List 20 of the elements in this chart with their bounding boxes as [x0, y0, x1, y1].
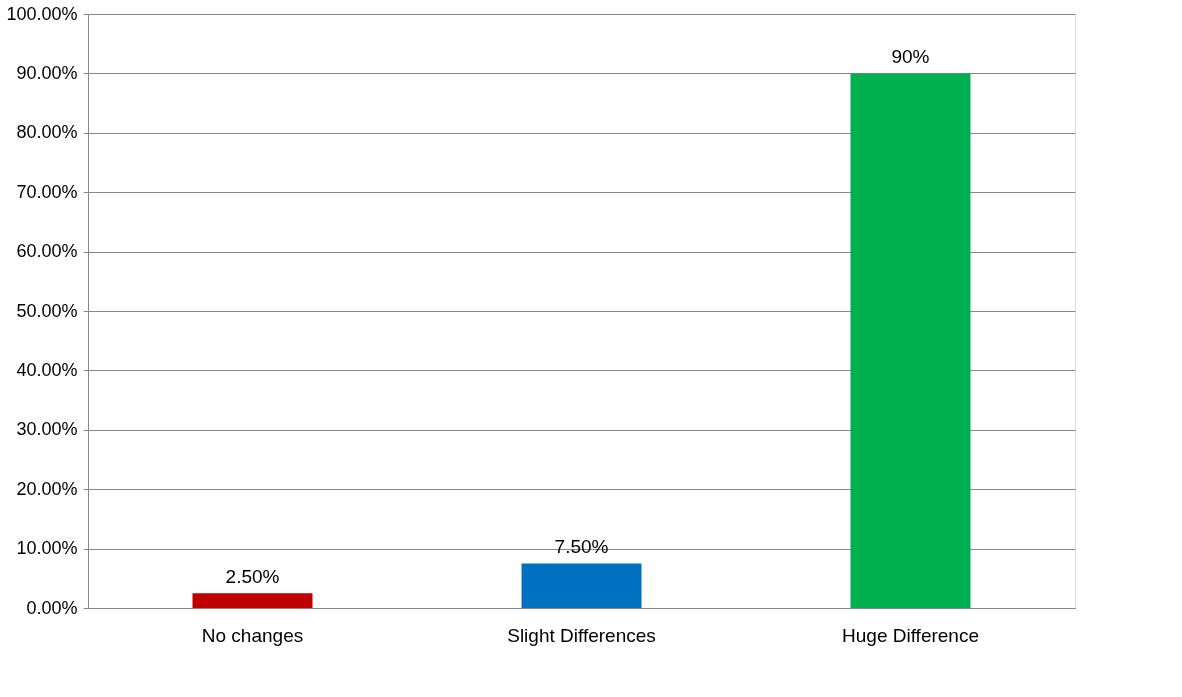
y-tick-label: 40.00% [16, 359, 78, 380]
y-tick-label: 30.00% [16, 419, 78, 440]
data-label: 7.50% [554, 536, 609, 558]
y-tick-label: 50.00% [16, 300, 78, 321]
y-tick-label: 20.00% [16, 478, 78, 499]
y-tick-label: 80.00% [16, 122, 78, 143]
bar [850, 73, 971, 608]
y-tick-label: 90.00% [16, 62, 78, 83]
y-tick-label: 70.00% [16, 181, 78, 202]
bar [521, 563, 642, 608]
x-tick-label: Slight Differences [507, 624, 656, 646]
y-tick-label: 10.00% [16, 538, 78, 559]
bar [192, 593, 313, 608]
data-label: 90% [891, 46, 930, 68]
y-tick-label: 100.00% [6, 3, 78, 24]
y-tick-label: 60.00% [16, 241, 78, 262]
x-tick-label: Huge Difference [842, 624, 979, 646]
y-tick-label: 0.00% [26, 597, 78, 618]
x-tick-label: No changes [201, 624, 304, 646]
data-label: 2.50% [225, 566, 280, 588]
